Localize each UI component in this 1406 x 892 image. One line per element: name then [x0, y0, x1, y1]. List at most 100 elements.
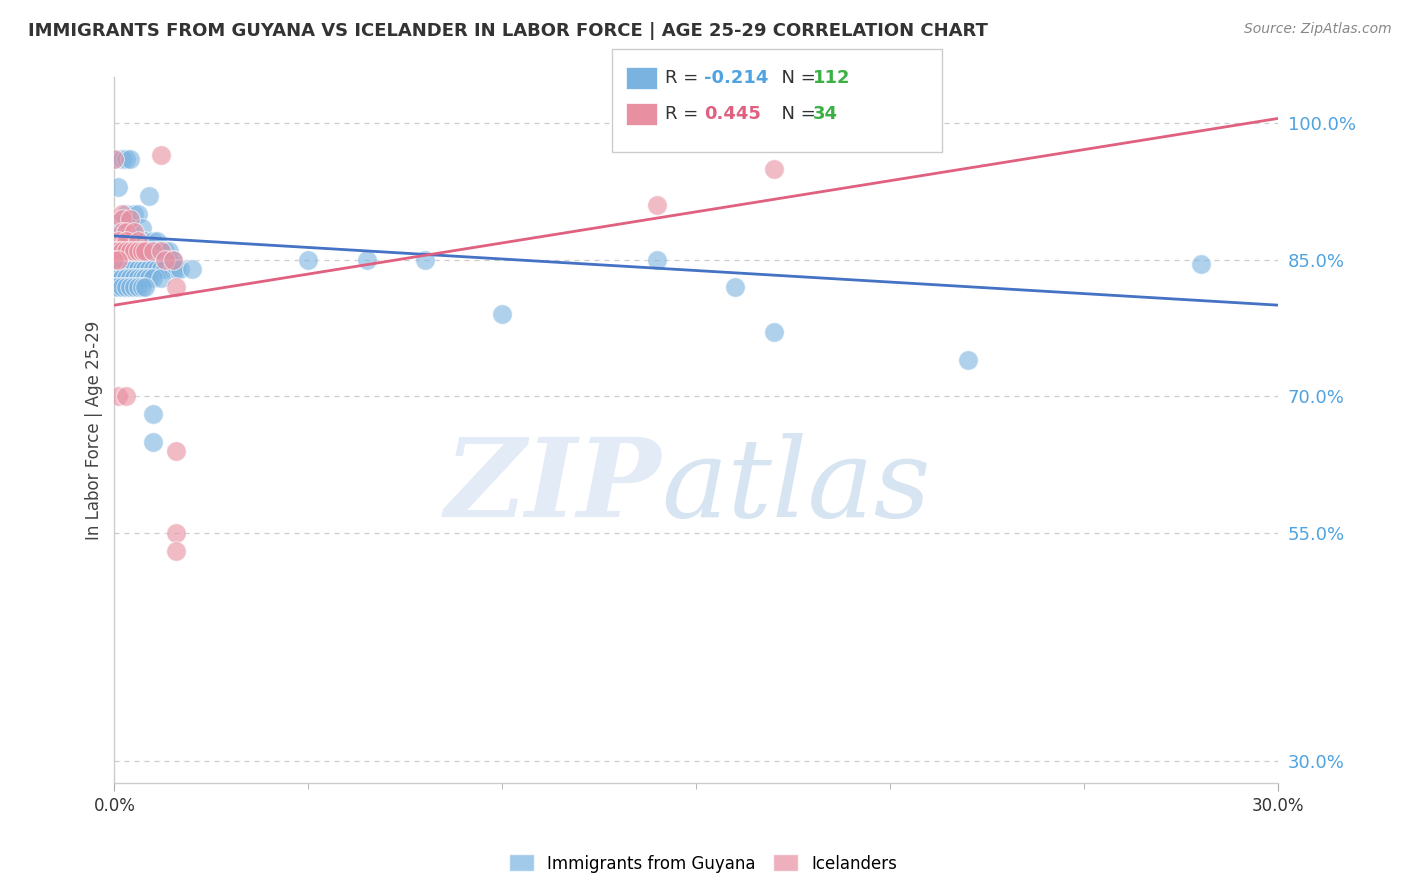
- Point: [134, 235, 156, 249]
- Point: [115, 389, 138, 403]
- Point: [111, 207, 134, 221]
- Point: [134, 280, 156, 294]
- Point: [122, 244, 145, 258]
- Point: [118, 261, 141, 276]
- Legend: Immigrants from Guyana, Icelanders: Immigrants from Guyana, Icelanders: [502, 847, 904, 880]
- Point: [107, 270, 129, 285]
- Point: [149, 148, 172, 162]
- Point: [107, 261, 129, 276]
- Point: [103, 244, 125, 258]
- Point: [115, 235, 138, 249]
- Point: [1189, 257, 1212, 271]
- Point: [166, 280, 188, 294]
- Point: [103, 153, 125, 167]
- Point: [162, 261, 184, 276]
- Point: [115, 207, 138, 221]
- Text: Source: ZipAtlas.com: Source: ZipAtlas.com: [1244, 22, 1392, 37]
- Y-axis label: In Labor Force | Age 25-29: In Labor Force | Age 25-29: [86, 321, 103, 540]
- Point: [115, 153, 138, 167]
- Point: [115, 225, 138, 239]
- Point: [157, 252, 180, 267]
- Point: [146, 252, 169, 267]
- Point: [103, 280, 125, 294]
- Point: [111, 244, 134, 258]
- Point: [131, 252, 153, 267]
- Text: 34: 34: [813, 105, 838, 123]
- Text: 112: 112: [813, 70, 851, 87]
- Point: [122, 225, 145, 239]
- Point: [138, 244, 160, 258]
- Point: [111, 261, 134, 276]
- Point: [146, 261, 169, 276]
- Point: [162, 252, 184, 267]
- Point: [149, 270, 172, 285]
- Point: [146, 235, 169, 249]
- Point: [166, 544, 188, 558]
- Point: [127, 244, 149, 258]
- Point: [103, 244, 125, 258]
- Point: [107, 244, 129, 258]
- Point: [956, 352, 979, 367]
- Point: [153, 244, 176, 258]
- Point: [724, 280, 747, 294]
- Point: [115, 270, 138, 285]
- Point: [103, 252, 125, 267]
- Text: -0.214: -0.214: [704, 70, 769, 87]
- Point: [138, 270, 160, 285]
- Point: [142, 408, 165, 422]
- Point: [118, 270, 141, 285]
- Point: [134, 244, 156, 258]
- Point: [146, 244, 169, 258]
- Text: ZIP: ZIP: [444, 434, 661, 541]
- Point: [107, 216, 129, 230]
- Point: [134, 270, 156, 285]
- Point: [115, 244, 138, 258]
- Point: [107, 252, 129, 267]
- Point: [131, 244, 153, 258]
- Text: R =: R =: [665, 105, 704, 123]
- Point: [118, 220, 141, 235]
- Point: [107, 389, 129, 403]
- Point: [149, 244, 172, 258]
- Point: [762, 161, 785, 176]
- Point: [138, 252, 160, 267]
- Text: N =: N =: [770, 105, 823, 123]
- Point: [118, 244, 141, 258]
- Point: [111, 225, 134, 239]
- Text: N =: N =: [770, 70, 823, 87]
- Point: [122, 244, 145, 258]
- Text: IMMIGRANTS FROM GUYANA VS ICELANDER IN LABOR FORCE | AGE 25-29 CORRELATION CHART: IMMIGRANTS FROM GUYANA VS ICELANDER IN L…: [28, 22, 988, 40]
- Point: [111, 270, 134, 285]
- Point: [166, 525, 188, 540]
- Point: [118, 153, 141, 167]
- Point: [166, 443, 188, 458]
- Point: [297, 252, 319, 267]
- Text: R =: R =: [665, 70, 704, 87]
- Point: [138, 261, 160, 276]
- Point: [111, 252, 134, 267]
- Point: [356, 252, 378, 267]
- Point: [149, 244, 172, 258]
- Point: [122, 261, 145, 276]
- Point: [142, 235, 165, 249]
- Point: [122, 207, 145, 221]
- Point: [127, 244, 149, 258]
- Point: [149, 261, 172, 276]
- Point: [103, 261, 125, 276]
- Point: [107, 244, 129, 258]
- Point: [762, 326, 785, 340]
- Point: [157, 244, 180, 258]
- Point: [127, 252, 149, 267]
- Point: [153, 261, 176, 276]
- Point: [127, 261, 149, 276]
- Point: [142, 244, 165, 258]
- Point: [413, 252, 436, 267]
- Point: [142, 270, 165, 285]
- Point: [134, 252, 156, 267]
- Text: atlas: atlas: [661, 434, 931, 541]
- Point: [127, 280, 149, 294]
- Point: [149, 252, 172, 267]
- Point: [131, 280, 153, 294]
- Point: [103, 270, 125, 285]
- Point: [115, 244, 138, 258]
